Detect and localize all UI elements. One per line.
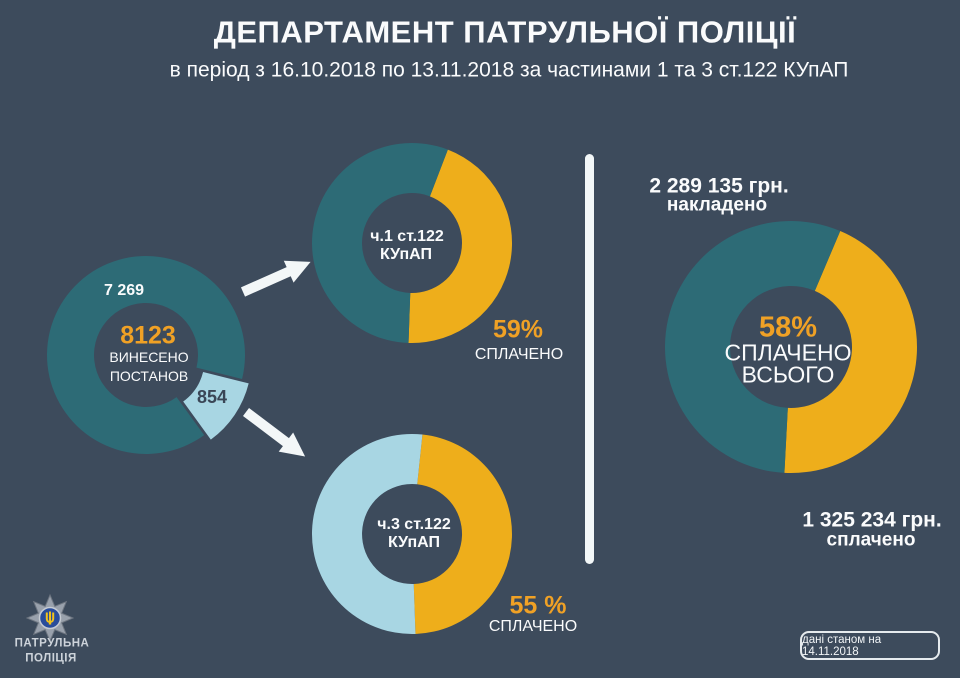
issued-minor-segment-value: 854 (196, 387, 228, 407)
donut-segment-resolutions-issued-1 (183, 372, 249, 440)
ch3-paid-percent: 55 % (509, 591, 567, 620)
patrol-police-badge-icon (26, 593, 74, 643)
data-as-of-text: дані станом на 14.11.2018 (802, 633, 882, 658)
ch3-paid-caption: СПЛАЧЕНО (488, 618, 578, 635)
total-paid-percent: 58% (758, 311, 818, 344)
ch3-center-label-line1: ч.3 ст.122 (377, 516, 451, 533)
total-center-label-line1: СПЛАЧЕНО (724, 339, 852, 366)
donut-segment-resolutions-issued-0 (47, 255, 246, 454)
donut-segment-ch1-st122-kupap-1 (312, 143, 448, 343)
brand-name-line2: ПОЛІЦІЯ (25, 652, 77, 665)
donut-segment-total-paid-0 (784, 231, 917, 474)
total-center-label-line2: ВСЬОГО (741, 361, 835, 388)
brand-name-line1: ПАТРУЛЬНА (14, 637, 90, 650)
ch1-center-label-line2: КУпАП (379, 246, 433, 263)
total-imposed-caption: накладено (666, 194, 768, 216)
page-subtitle: в період з 16.10.2018 по 13.11.2018 за ч… (169, 58, 849, 82)
issued-center-label-line2: ПОСТАНОВ (109, 368, 189, 384)
ch1-center-label-line1: ч.1 ст.122 (370, 228, 444, 245)
page-title: ДЕПАРТАМЕНТ ПАТРУЛЬНОЇ ПОЛІЦІЇ (213, 14, 797, 50)
ch1-paid-caption: СПЛАЧЕНО (474, 346, 564, 363)
arrow-to-ch3-icon (242, 408, 306, 457)
section-divider (585, 154, 594, 564)
issued-major-segment-value: 7 269 (103, 282, 145, 299)
ch1-paid-percent: 59% (492, 315, 544, 344)
issued-total-value: 8123 (120, 321, 176, 350)
donut-segment-ch3-st122-kupap-1 (311, 434, 423, 635)
donut-segment-ch3-st122-kupap-0 (413, 434, 512, 634)
total-imposed-value: 2 289 135 грн. (649, 174, 789, 198)
donut-segment-ch1-st122-kupap-0 (408, 149, 513, 344)
ch3-center-label-line2: КУпАП (387, 534, 441, 551)
data-as-of-note: дані станом на 14.11.2018 (800, 631, 940, 660)
arrow-to-ch1-icon (240, 260, 311, 297)
donut-segment-total-paid-1 (664, 221, 841, 473)
issued-center-label-line1: ВИНЕСЕНО (109, 349, 189, 365)
total-paid-value: 1 325 234 грн. (802, 508, 942, 532)
total-paid-caption: сплачено (826, 529, 916, 551)
